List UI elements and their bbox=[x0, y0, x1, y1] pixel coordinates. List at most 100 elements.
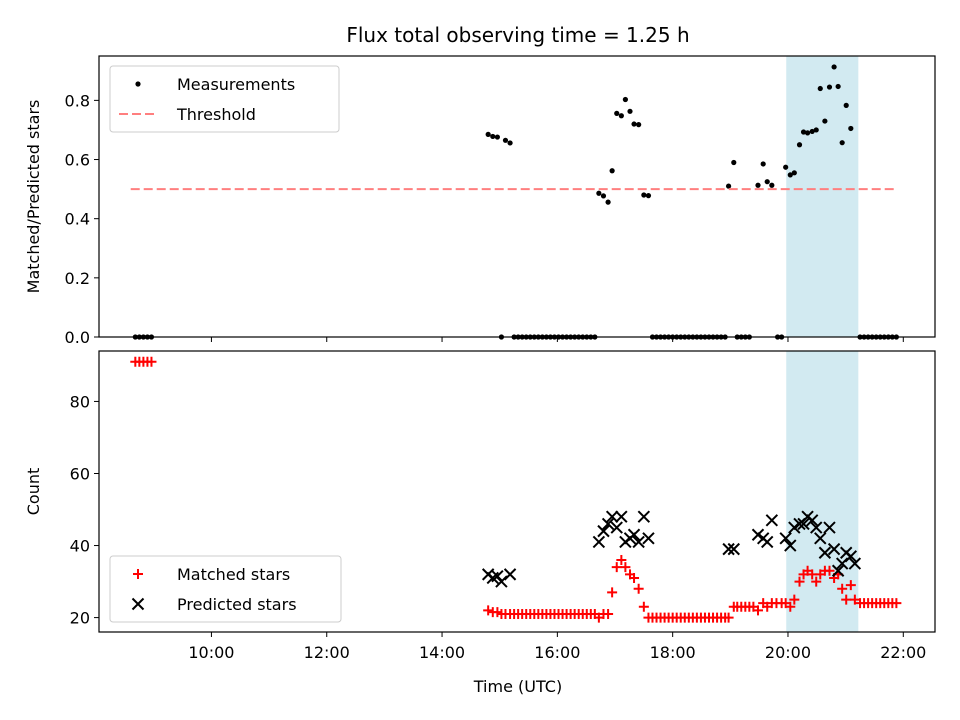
matched-star-point bbox=[824, 565, 835, 576]
top-legend: Measurements Threshold bbox=[109, 65, 340, 133]
measurement-point bbox=[614, 110, 620, 116]
matched-star-point bbox=[483, 605, 494, 616]
predicted-star-point bbox=[823, 521, 836, 534]
x-tick-label: 22:00 bbox=[880, 643, 926, 662]
measurement-point bbox=[645, 193, 652, 199]
measurement-point bbox=[731, 159, 737, 166]
predicted-star-point bbox=[727, 542, 740, 556]
measurement-point bbox=[848, 125, 854, 132]
predicted-star-point bbox=[779, 532, 792, 545]
measurement-point bbox=[502, 137, 509, 143]
measurement-point bbox=[755, 182, 761, 188]
measurement-point bbox=[627, 108, 633, 114]
predicted-star-point bbox=[818, 546, 832, 559]
matched-star-point bbox=[633, 583, 644, 594]
predicted-star-point bbox=[844, 550, 858, 563]
measurement-point bbox=[760, 161, 766, 167]
measurement-point bbox=[822, 118, 828, 124]
measurement-point bbox=[622, 96, 628, 103]
predicted-star-point bbox=[610, 521, 623, 534]
predicted-star-point bbox=[601, 517, 615, 531]
predicted-star-point bbox=[810, 521, 823, 534]
top-y-tick-label: 0.2 bbox=[65, 269, 90, 288]
predicted-star-point bbox=[835, 557, 849, 570]
x-tick-label: 14:00 bbox=[419, 643, 465, 662]
matched-star-point bbox=[849, 594, 860, 605]
matched-star-point bbox=[891, 598, 902, 609]
predicted-star-point bbox=[827, 542, 841, 556]
measurement-point bbox=[631, 121, 637, 127]
legend-dot-swatch bbox=[135, 81, 141, 87]
matched-star-point bbox=[837, 583, 848, 594]
top-plot-frame bbox=[98, 55, 936, 338]
predicted-star-point bbox=[642, 532, 655, 545]
measurement-point bbox=[600, 193, 607, 199]
matched-star-point bbox=[752, 605, 763, 616]
measurement-point bbox=[796, 142, 803, 148]
matched-star-point bbox=[723, 612, 734, 623]
predicted-star-point bbox=[761, 535, 774, 549]
predicted-star-point bbox=[784, 539, 797, 552]
matched-star-point bbox=[607, 587, 618, 598]
top-y-tick-label: 0.0 bbox=[65, 328, 90, 347]
measurement-point bbox=[783, 164, 789, 170]
measurement-point bbox=[494, 134, 500, 140]
measurement-point bbox=[605, 199, 611, 205]
x-tick-label: 10:00 bbox=[188, 643, 234, 662]
measurement-point bbox=[618, 113, 624, 119]
bottom-y-tick-label: 80 bbox=[70, 392, 90, 411]
matched-star-point bbox=[620, 562, 631, 573]
measurement-point bbox=[826, 84, 833, 90]
measurement-point bbox=[809, 128, 815, 135]
legend-label: Predicted stars bbox=[177, 595, 297, 614]
top-y-tick-label: 0.6 bbox=[65, 151, 90, 170]
predicted-star-point bbox=[797, 517, 810, 531]
measurement-point bbox=[843, 102, 849, 108]
predicted-star-point bbox=[765, 514, 779, 527]
predicted-star-point bbox=[805, 514, 819, 527]
x-tick-label: 20:00 bbox=[765, 643, 811, 662]
predicted-star-point bbox=[788, 521, 801, 534]
matched-star-point bbox=[611, 562, 622, 573]
legend-label: Matched stars bbox=[177, 565, 290, 584]
predicted-star-point bbox=[848, 557, 862, 570]
bottom-y-tick-label: 20 bbox=[70, 609, 90, 628]
measurement-point bbox=[596, 190, 602, 196]
legend-label: Threshold bbox=[176, 105, 256, 124]
bottom-highlight-span bbox=[786, 351, 859, 632]
measurement-point bbox=[769, 182, 775, 188]
x-tick-label: 18:00 bbox=[650, 643, 696, 662]
legend-label: Measurements bbox=[177, 75, 295, 94]
top-legend-box bbox=[109, 65, 340, 133]
x-tick-label: 16:00 bbox=[534, 643, 580, 662]
measurement-point bbox=[507, 140, 513, 146]
measurement-point bbox=[636, 122, 642, 128]
matched-star-point bbox=[845, 580, 856, 591]
legend-plus-swatch bbox=[133, 569, 143, 579]
top-highlight-span bbox=[786, 56, 859, 337]
bottom-legend: Matched stars Predicted stars bbox=[109, 555, 342, 623]
bottom-y-tick-label: 40 bbox=[70, 537, 90, 556]
predicted-star-point bbox=[627, 528, 641, 541]
bottom-legend-box bbox=[109, 555, 342, 623]
predicted-star-point bbox=[495, 575, 508, 588]
measurement-point bbox=[835, 83, 841, 90]
matched-star-point bbox=[811, 576, 822, 587]
measurement-point bbox=[490, 133, 496, 140]
bottom-panel: 20 40 60 80 10:00 12:00 14:00 16:00 18:00 20:00 22… bbox=[24, 350, 936, 662]
matched-star-point bbox=[638, 601, 649, 612]
top-axis-ticks: 0.0 0.2 0.4 0.6 0.8 bbox=[65, 91, 904, 347]
top-y-tick-label: 0.4 bbox=[65, 210, 90, 229]
predicted-star-point bbox=[722, 542, 735, 556]
measurement-point bbox=[485, 131, 491, 137]
measurement-point bbox=[817, 85, 823, 92]
predicted-star-point bbox=[615, 510, 628, 523]
matched-star-point bbox=[785, 601, 796, 612]
measurement-point bbox=[725, 183, 732, 189]
matched-star-point bbox=[841, 594, 852, 605]
matched-star-point bbox=[794, 576, 805, 587]
measurement-point bbox=[839, 140, 845, 146]
top-panel: 0.00.20.40.60.8 Matched/Predicted stars … bbox=[24, 55, 936, 347]
predicted-star-point bbox=[751, 528, 765, 541]
